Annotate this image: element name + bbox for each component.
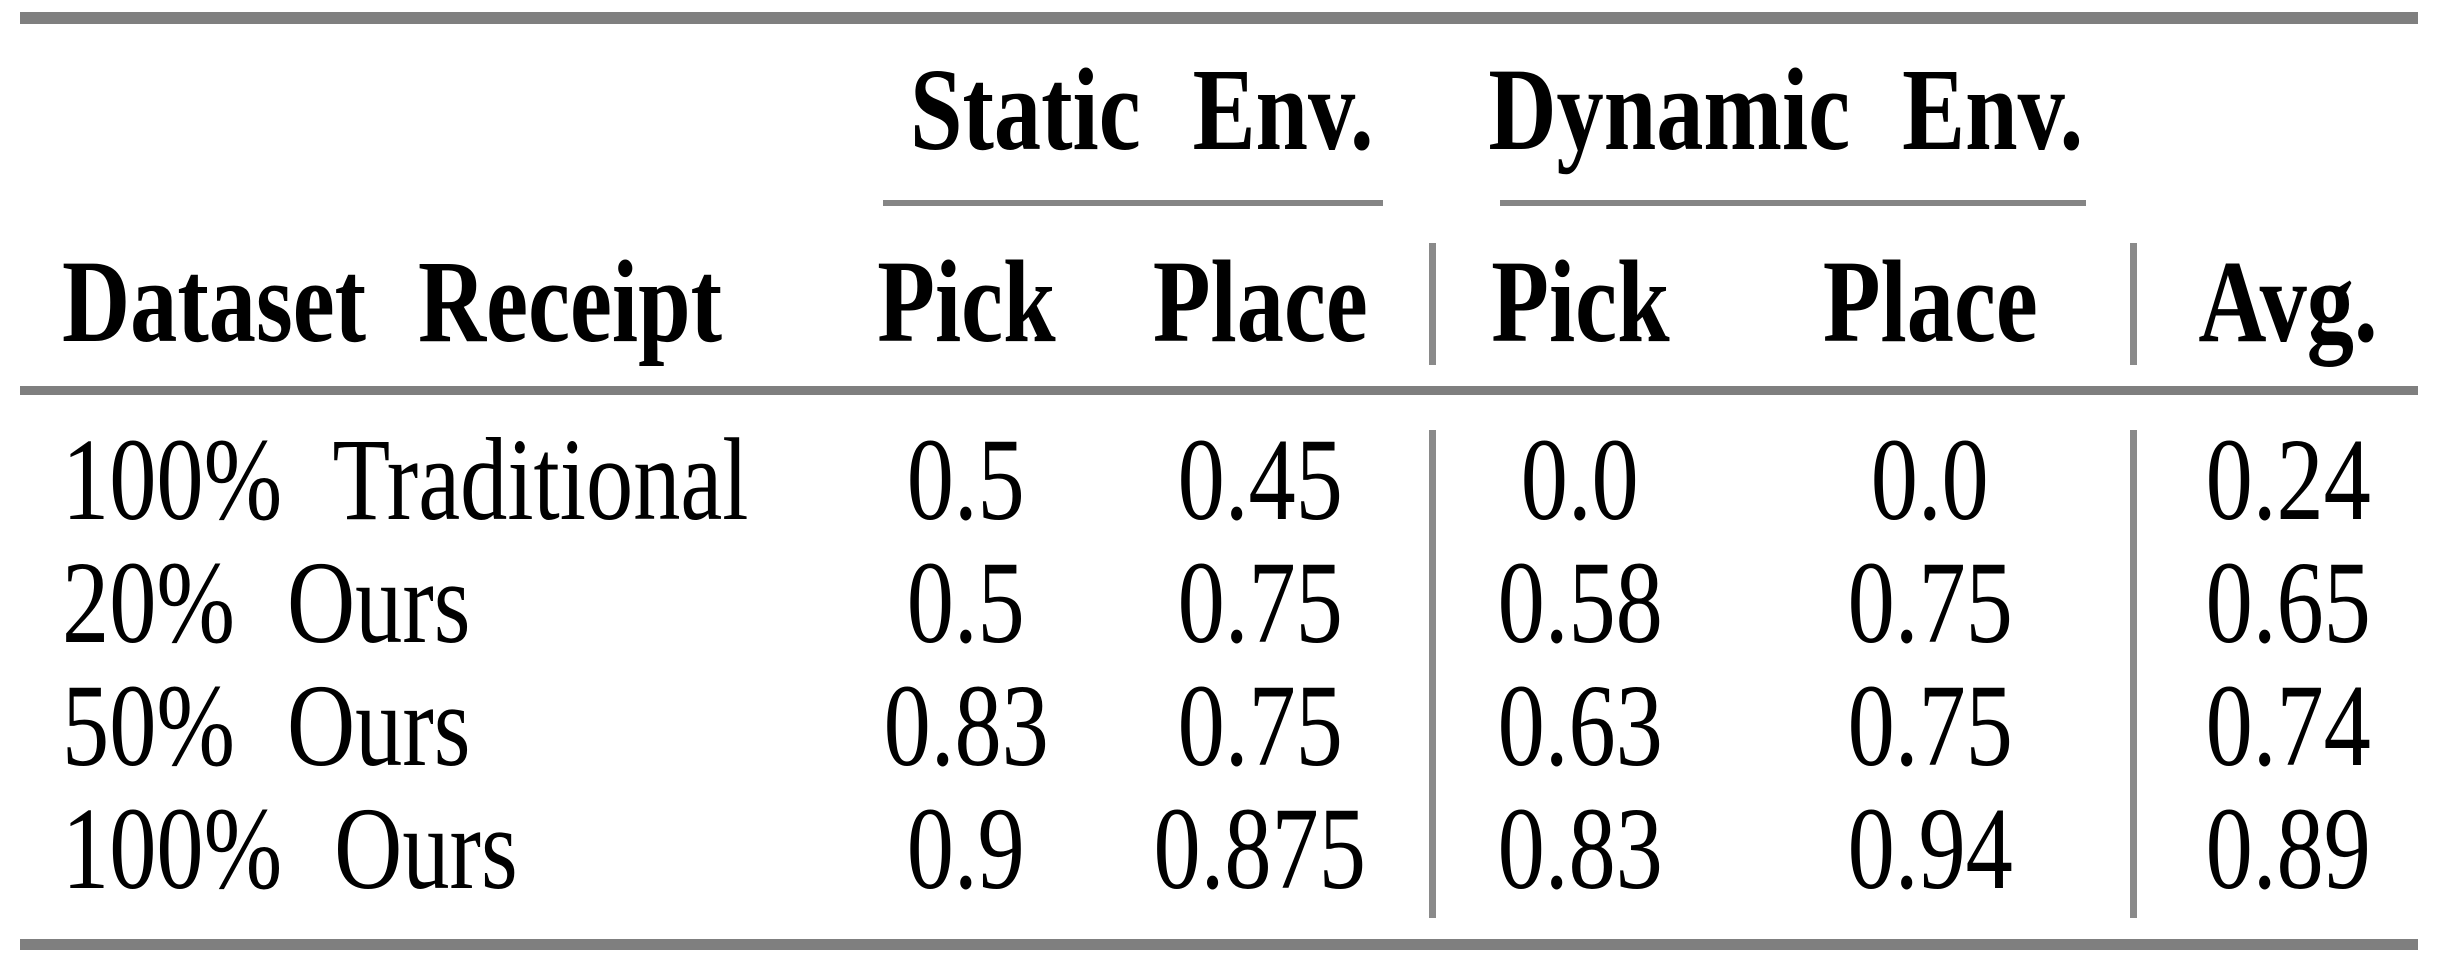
row-label: 100% Ours	[62, 782, 518, 914]
cell-dynamic-pick: 0.58	[1497, 536, 1663, 668]
group-header-dynamic-env-label: Dynamic Env.	[1488, 44, 2084, 175]
table-row: 20% Ours 0.5 0.75 0.58 0.75 0.65	[0, 541, 2440, 664]
vertical-rule-static-dynamic-body	[1429, 430, 1436, 918]
cell-dynamic-pick: 0.83	[1497, 782, 1663, 914]
cell-avg: 0.65	[2205, 536, 2371, 668]
table-row: 100% Ours 0.9 0.875 0.83 0.94 0.89	[0, 787, 2440, 910]
row-label: 100% Traditional	[62, 413, 749, 545]
column-header-dynamic-place: Place	[1822, 236, 2038, 367]
row-label: 50% Ours	[62, 659, 471, 791]
cell-static-place: 0.45	[1177, 413, 1343, 545]
column-header-avg: Avg.	[2198, 236, 2378, 367]
cell-dynamic-place: 0.75	[1847, 659, 2013, 791]
cell-avg: 0.89	[2205, 782, 2371, 914]
vertical-rule-dynamic-avg-body	[2130, 430, 2137, 918]
column-header-dataset-receipt: Dataset Receipt	[62, 236, 723, 367]
table-top-rule	[20, 12, 2418, 24]
cell-static-place: 0.75	[1177, 659, 1343, 791]
column-header-dynamic-pick: Pick	[1490, 236, 1670, 367]
cell-dynamic-place: 0.75	[1847, 536, 2013, 668]
table-bottom-rule	[20, 939, 2418, 950]
column-header-row: Dataset Receipt Pick Place Pick Place Av…	[0, 228, 2440, 376]
group-header-row: Static Env. Dynamic Env.	[0, 35, 2440, 185]
group-header-static-env: Static Env.	[848, 35, 1436, 185]
cell-dynamic-place: 0.94	[1847, 782, 2013, 914]
cmidrule-dynamic-env	[1500, 200, 2086, 206]
row-label: 20% Ours	[62, 536, 471, 668]
cell-static-place: 0.875	[1153, 782, 1367, 914]
column-header-static-pick: Pick	[876, 236, 1056, 367]
group-header-dynamic-env: Dynamic Env.	[1436, 35, 2136, 185]
cell-static-pick: 0.9	[907, 782, 1025, 914]
table-mid-rule	[20, 386, 2418, 395]
cell-static-place: 0.75	[1177, 536, 1343, 668]
cell-static-pick: 0.5	[907, 413, 1025, 545]
cmidrule-static-env	[883, 200, 1383, 206]
group-header-static-env-label: Static Env.	[910, 44, 1374, 175]
cell-avg: 0.74	[2205, 659, 2371, 791]
table-row: 100% Traditional 0.5 0.45 0.0 0.0 0.24	[0, 418, 2440, 541]
column-header-static-place: Place	[1152, 236, 1368, 367]
vertical-rule-static-dynamic-header	[1429, 243, 1436, 365]
cell-dynamic-place: 0.0	[1871, 413, 1989, 545]
table-row: 50% Ours 0.83 0.75 0.63 0.75 0.74	[0, 664, 2440, 787]
vertical-rule-dynamic-avg-header	[2130, 243, 2137, 365]
cell-dynamic-pick: 0.63	[1497, 659, 1663, 791]
cell-avg: 0.24	[2205, 413, 2371, 545]
cell-static-pick: 0.83	[883, 659, 1049, 791]
cell-static-pick: 0.5	[907, 536, 1025, 668]
cell-dynamic-pick: 0.0	[1521, 413, 1639, 545]
